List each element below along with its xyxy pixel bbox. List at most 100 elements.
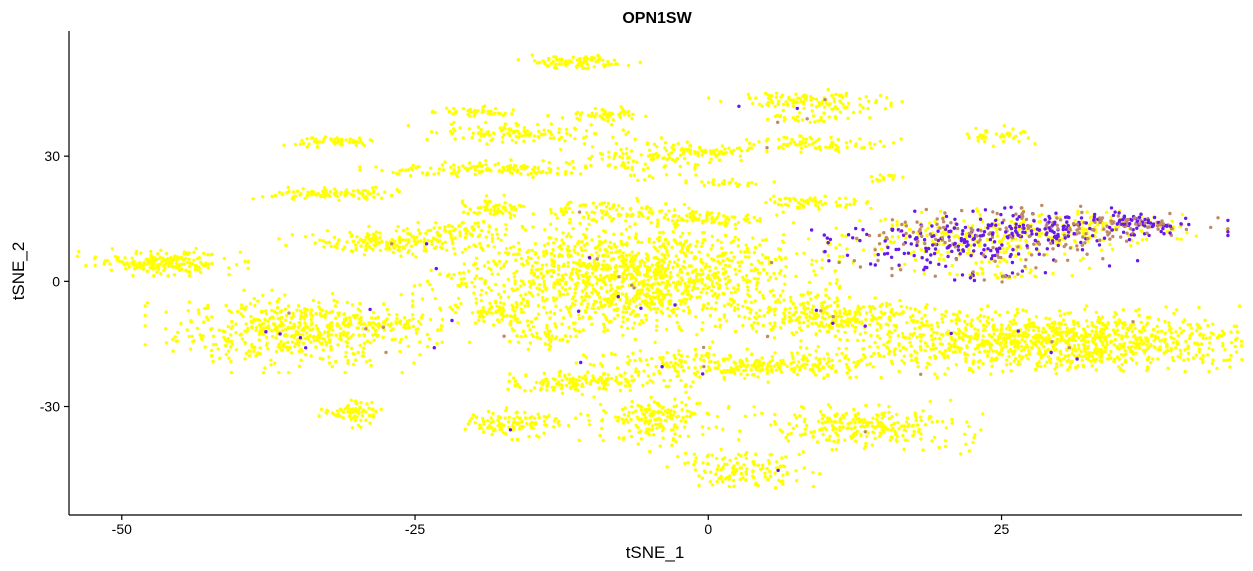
- data-point: [702, 469, 707, 473]
- data-point: [655, 324, 659, 328]
- data-point: [563, 334, 568, 338]
- data-point: [238, 250, 242, 254]
- data-point: [616, 212, 621, 216]
- data-point: [169, 256, 173, 260]
- data-point: [275, 299, 280, 304]
- data-point: [422, 249, 427, 253]
- data-point: [284, 314, 289, 318]
- data-point: [440, 317, 445, 322]
- data-point: [258, 346, 262, 350]
- data-point: [145, 269, 150, 273]
- data-point: [378, 236, 382, 240]
- data-point: [349, 322, 353, 327]
- data-point: [452, 246, 456, 251]
- data-point: [610, 219, 614, 223]
- data-point: [651, 427, 655, 431]
- data-point: [564, 383, 569, 388]
- data-point: [613, 151, 618, 156]
- data-point: [449, 165, 453, 169]
- data-point: [491, 411, 495, 416]
- data-point: [878, 304, 883, 309]
- data-point: [561, 264, 566, 268]
- data-point: [780, 456, 784, 460]
- data-point: [546, 329, 551, 333]
- data-point: [365, 402, 369, 406]
- data-point: [314, 193, 318, 197]
- data-point: [699, 290, 703, 294]
- data-point: [631, 159, 636, 163]
- data-point: [640, 240, 644, 245]
- data-point: [164, 327, 168, 331]
- data-point: [283, 293, 287, 297]
- data-point: [667, 209, 671, 213]
- data-point: [549, 268, 553, 273]
- data-point: [625, 310, 629, 314]
- data-point: [452, 273, 456, 277]
- data-point: [601, 58, 605, 62]
- data-point: [827, 296, 831, 300]
- data-point: [512, 205, 517, 209]
- data-point: [803, 427, 808, 431]
- data-point: [672, 410, 677, 414]
- data-point: [432, 172, 436, 176]
- data-point: [525, 319, 530, 323]
- data-point: [513, 207, 518, 212]
- data-point: [858, 103, 862, 107]
- data-point: [171, 337, 175, 341]
- data-point: [428, 282, 432, 287]
- data-point: [649, 275, 653, 279]
- data-point: [752, 276, 757, 281]
- data-point: [348, 415, 352, 419]
- data-point: [607, 244, 611, 249]
- data-point: [629, 214, 633, 218]
- data-point: [727, 279, 731, 283]
- data-point: [608, 300, 612, 305]
- data-point: [839, 94, 843, 98]
- data-point: [610, 112, 615, 116]
- data-point: [694, 210, 698, 214]
- data-point: [316, 326, 320, 331]
- data-point: [547, 161, 551, 165]
- data-point: [224, 343, 228, 348]
- data-point: [675, 242, 679, 246]
- data-point: [309, 340, 313, 344]
- data-point: [647, 403, 651, 408]
- data-point: [579, 246, 583, 250]
- data-point: [692, 452, 697, 456]
- data-point: [769, 367, 774, 372]
- data-point: [332, 235, 337, 239]
- data-point: [752, 405, 756, 409]
- data-point: [554, 296, 559, 301]
- data-point: [680, 247, 685, 251]
- data-point: [656, 218, 660, 222]
- data-point: [556, 267, 561, 272]
- data-point: [638, 349, 643, 353]
- data-point: [257, 338, 261, 342]
- data-point: [102, 262, 106, 266]
- data-point: [900, 100, 904, 104]
- data-point: [734, 365, 738, 370]
- data-point: [167, 264, 171, 268]
- data-point: [420, 297, 425, 301]
- data-point: [266, 319, 270, 323]
- data-point: [582, 203, 587, 207]
- data-point: [674, 313, 679, 317]
- data-point: [738, 429, 742, 433]
- data-point: [619, 147, 623, 152]
- data-point: [473, 172, 477, 177]
- data-point: [132, 259, 136, 264]
- data-point: [552, 254, 557, 258]
- data-point: [679, 378, 683, 383]
- data-point: [706, 462, 710, 466]
- data-point: [560, 391, 565, 395]
- data-point: [229, 345, 233, 349]
- data-point: [585, 271, 589, 275]
- data-point: [529, 256, 533, 261]
- data-point: [758, 243, 762, 247]
- data-point: [275, 327, 279, 331]
- data-point: [773, 321, 777, 325]
- data-point: [240, 303, 244, 307]
- data-point: [885, 304, 889, 308]
- data-point: [504, 209, 508, 213]
- data-point: [585, 275, 589, 280]
